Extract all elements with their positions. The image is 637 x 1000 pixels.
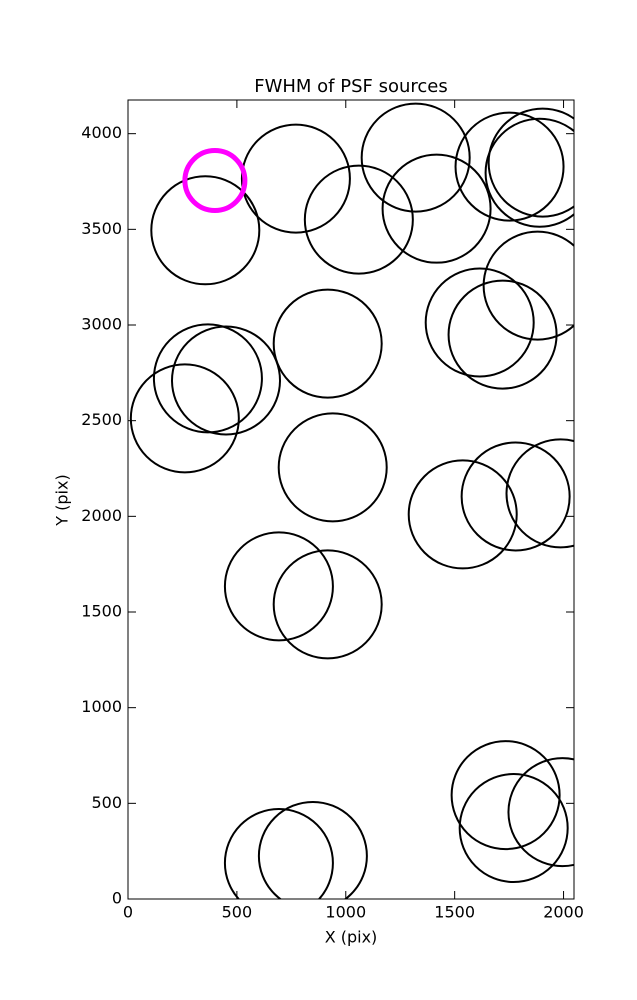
source-marker — [507, 757, 574, 868]
source-marker — [407, 459, 518, 570]
source-marker — [487, 107, 574, 218]
x-tick-label: 1500 — [434, 903, 475, 922]
x-axis-label: X (pix) — [325, 928, 378, 947]
y-axis-label: Y (pix) — [53, 474, 72, 526]
source-marker — [223, 808, 334, 899]
source-marker — [129, 363, 240, 474]
y-tick-label: 1500 — [81, 602, 122, 621]
y-tick-label: 0 — [112, 889, 122, 908]
y-tick-label: 1000 — [81, 697, 122, 716]
y-tick-label: 2500 — [81, 410, 122, 429]
y-tick-label: 3000 — [81, 315, 122, 334]
plot-area — [129, 102, 574, 899]
y-tick-label: 4000 — [81, 123, 122, 142]
source-marker — [303, 164, 414, 275]
source-marker — [257, 800, 368, 899]
source-marker — [454, 111, 565, 222]
source-marker — [484, 117, 574, 228]
chart-title: FWHM of PSF sources — [254, 76, 448, 97]
source-marker — [381, 153, 492, 264]
source-marker — [482, 230, 574, 341]
source-marker — [360, 102, 471, 213]
source-marker — [505, 438, 574, 549]
source-marker — [277, 412, 388, 523]
source-marker — [450, 740, 561, 851]
y-tick-label: 500 — [91, 793, 122, 812]
y-tick-label: 2000 — [81, 506, 122, 525]
y-tick-label: 3500 — [81, 219, 122, 238]
x-tick-label: 0 — [123, 903, 133, 922]
source-marker — [272, 288, 383, 399]
source-marker — [223, 531, 334, 642]
source-marker — [150, 175, 261, 286]
source-marker — [182, 148, 248, 214]
source-marker — [170, 325, 281, 436]
source-marker — [458, 773, 569, 884]
source-marker — [424, 267, 535, 378]
source-marker — [460, 441, 571, 552]
x-tick-label: 1000 — [325, 903, 366, 922]
source-marker — [240, 123, 351, 234]
axes-frame — [127, 99, 575, 900]
x-tick-label: 2000 — [543, 903, 584, 922]
source-marker — [447, 279, 558, 390]
x-tick-label: 500 — [222, 903, 253, 922]
source-marker — [272, 549, 383, 660]
